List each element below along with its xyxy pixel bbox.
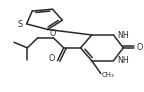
Text: O: O: [137, 43, 143, 52]
Text: CH₃: CH₃: [102, 72, 114, 78]
Text: NH: NH: [117, 56, 129, 65]
Text: O: O: [49, 29, 56, 38]
Text: S: S: [18, 20, 23, 29]
Text: O: O: [49, 54, 55, 63]
Text: NH: NH: [117, 31, 129, 40]
